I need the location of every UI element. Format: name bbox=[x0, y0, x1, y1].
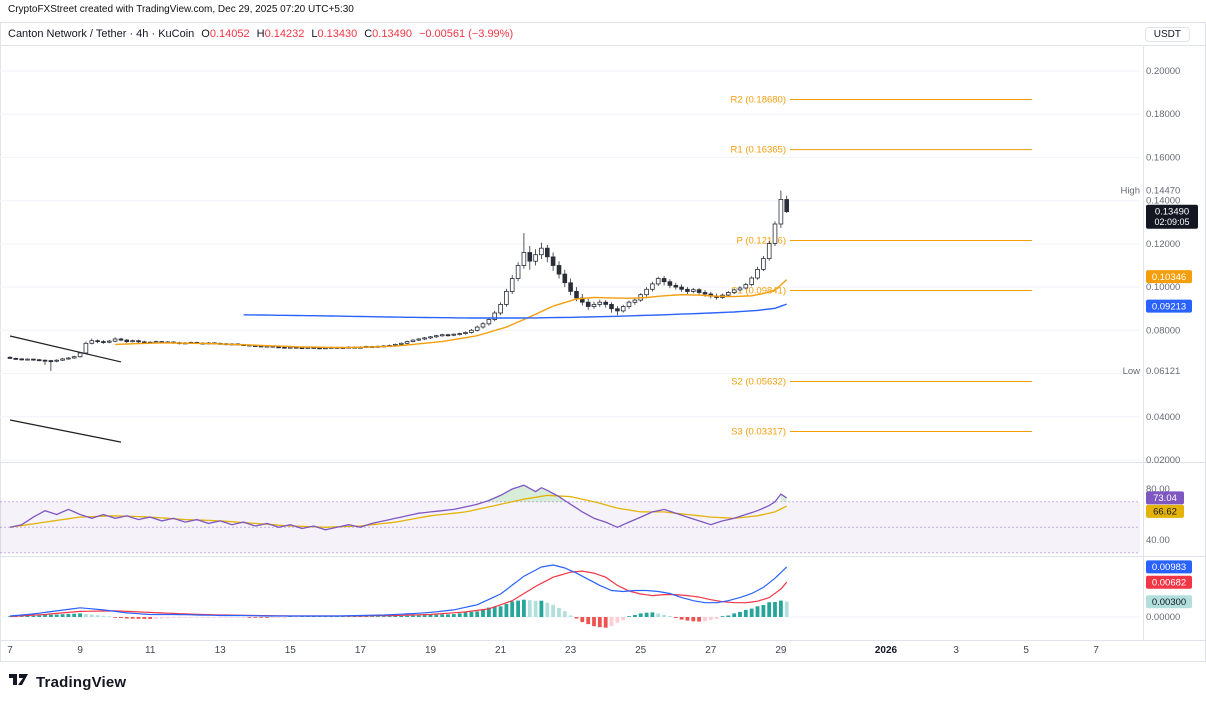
svg-text:0.02000: 0.02000 bbox=[1146, 455, 1180, 466]
svg-text:13: 13 bbox=[215, 645, 227, 656]
ma-slow-line bbox=[243, 303, 787, 319]
ma-fast-line bbox=[115, 279, 788, 349]
rsi-band bbox=[0, 501, 1140, 554]
svg-text:0.10346: 0.10346 bbox=[1152, 272, 1186, 283]
price-axis[interactable]: 0.20000 0.18000 0.16000 0.14000 0.12000 0.100… bbox=[1146, 66, 1180, 466]
pivot-levels: R2 (0.18680) R1 (0.16365) P (0.12156) S1 (0… bbox=[731, 95, 1032, 438]
high-value: 0.14470 bbox=[1146, 186, 1180, 197]
ohlc-low: L0.13430 bbox=[311, 28, 358, 40]
svg-text:0.16000: 0.16000 bbox=[1146, 152, 1180, 163]
svg-text:17: 17 bbox=[355, 645, 367, 656]
macd-line bbox=[9, 564, 788, 617]
chart-canvas[interactable]: 0.20000 0.18000 0.16000 0.14000 0.12000 0.100… bbox=[0, 22, 1206, 662]
svg-text:27: 27 bbox=[705, 645, 717, 656]
svg-text:40.00: 40.00 bbox=[1146, 535, 1170, 546]
low-value: 0.06121 bbox=[1146, 366, 1180, 377]
svg-text:3: 3 bbox=[953, 645, 959, 656]
rsi-ma-badge: 66.62 bbox=[1146, 504, 1184, 518]
macd-hist-badge: 0.00300 bbox=[1146, 595, 1192, 609]
attribution-text: CryptoFXStreet created with TradingView.… bbox=[8, 4, 354, 15]
quote-currency-button[interactable]: USDT bbox=[1144, 27, 1190, 42]
svg-text:0.00682: 0.00682 bbox=[1152, 577, 1186, 588]
pivot-label: S3 (0.03317) bbox=[731, 427, 786, 438]
svg-text:29: 29 bbox=[775, 645, 787, 656]
rsi-badge: 73.04 bbox=[1146, 491, 1184, 505]
svg-text:73.04: 73.04 bbox=[1153, 493, 1177, 504]
price-grid bbox=[0, 70, 1140, 461]
svg-text:15: 15 bbox=[285, 645, 297, 656]
candle-countdown: 02:09:05 bbox=[1154, 217, 1189, 227]
svg-text:0.10000: 0.10000 bbox=[1146, 282, 1180, 293]
macd-axis[interactable]: 0.00000 bbox=[1146, 612, 1180, 623]
macd-badge: 0.00983 bbox=[1146, 560, 1192, 574]
pivot-label: S1 (0.09841) bbox=[731, 286, 786, 297]
macd-signal-badge: 0.00682 bbox=[1146, 575, 1192, 589]
pivot-label: R2 (0.18680) bbox=[731, 95, 786, 106]
rsi-axis[interactable]: 80.00 40.00 bbox=[1146, 484, 1170, 546]
high-low-markers: High 0.14470 Low 0.06121 bbox=[1120, 186, 1180, 377]
high-label: High bbox=[1120, 186, 1140, 197]
svg-text:2026: 2026 bbox=[875, 645, 898, 656]
rsi-overbought-fill bbox=[488, 485, 787, 502]
chart-frame-lines bbox=[0, 22, 1206, 662]
chart-container[interactable]: Canton Network / Tether · 4h · KuCoin O0… bbox=[0, 22, 1206, 662]
svg-text:5: 5 bbox=[1023, 645, 1029, 656]
rsi-ma-line bbox=[9, 494, 787, 528]
ma-slow-badge: 0.09213 bbox=[1146, 299, 1192, 313]
tradingview-logo-icon[interactable] bbox=[8, 671, 30, 693]
svg-text:0.08000: 0.08000 bbox=[1146, 325, 1180, 336]
brand-name: TradingView bbox=[36, 673, 127, 691]
last-price-value: 0.13490 bbox=[1155, 207, 1189, 218]
svg-text:23: 23 bbox=[565, 645, 577, 656]
svg-text:80.00: 80.00 bbox=[1146, 484, 1170, 495]
svg-text:9: 9 bbox=[77, 645, 83, 656]
svg-text:19: 19 bbox=[425, 645, 437, 656]
svg-text:25: 25 bbox=[635, 645, 647, 656]
chart-header: Canton Network / Tether · 4h · KuCoin O0… bbox=[8, 28, 513, 40]
svg-text:0.14000: 0.14000 bbox=[1146, 196, 1180, 207]
ohlc-open: O0.14052 bbox=[201, 28, 250, 40]
trendlines[interactable] bbox=[9, 335, 122, 443]
svg-text:7: 7 bbox=[7, 645, 13, 656]
svg-text:0.04000: 0.04000 bbox=[1146, 412, 1180, 423]
pivot-label: P (0.12156) bbox=[737, 236, 786, 247]
pivot-label: R1 (0.16365) bbox=[731, 145, 786, 156]
ohlc-close: C0.13490 bbox=[364, 28, 412, 40]
trendline bbox=[9, 419, 122, 443]
trendline bbox=[9, 335, 122, 363]
pivot-label: S2 (0.05632) bbox=[731, 377, 786, 388]
time-axis[interactable]: 7 9 11 13 15 17 19 21 23 25 27 29 2026 3 5 7 bbox=[7, 645, 1099, 656]
svg-text:0.00000: 0.00000 bbox=[1146, 612, 1180, 623]
svg-text:66.62: 66.62 bbox=[1153, 507, 1177, 518]
symbol-title[interactable]: Canton Network / Tether · 4h · KuCoin bbox=[8, 28, 195, 40]
svg-text:0.00300: 0.00300 bbox=[1152, 597, 1186, 608]
svg-text:0.00983: 0.00983 bbox=[1152, 562, 1186, 573]
tradingview-brand[interactable]: TradingView bbox=[8, 671, 126, 693]
svg-text:0.18000: 0.18000 bbox=[1146, 109, 1180, 120]
low-label: Low bbox=[1123, 366, 1141, 377]
ohlc-high: H0.14232 bbox=[256, 28, 305, 40]
price-change: −0.00561 (−3.99%) bbox=[418, 28, 514, 40]
ma-fast-badge: 0.10346 bbox=[1146, 270, 1192, 284]
svg-text:0.20000: 0.20000 bbox=[1146, 66, 1180, 77]
svg-text:0.09213: 0.09213 bbox=[1152, 301, 1186, 312]
rsi-line bbox=[9, 484, 788, 531]
svg-text:7: 7 bbox=[1093, 645, 1099, 656]
svg-text:11: 11 bbox=[145, 645, 156, 656]
macd-signal-line bbox=[9, 570, 788, 618]
macd-histogram bbox=[8, 599, 789, 628]
svg-text:0.12000: 0.12000 bbox=[1146, 239, 1180, 250]
svg-text:21: 21 bbox=[495, 645, 507, 656]
